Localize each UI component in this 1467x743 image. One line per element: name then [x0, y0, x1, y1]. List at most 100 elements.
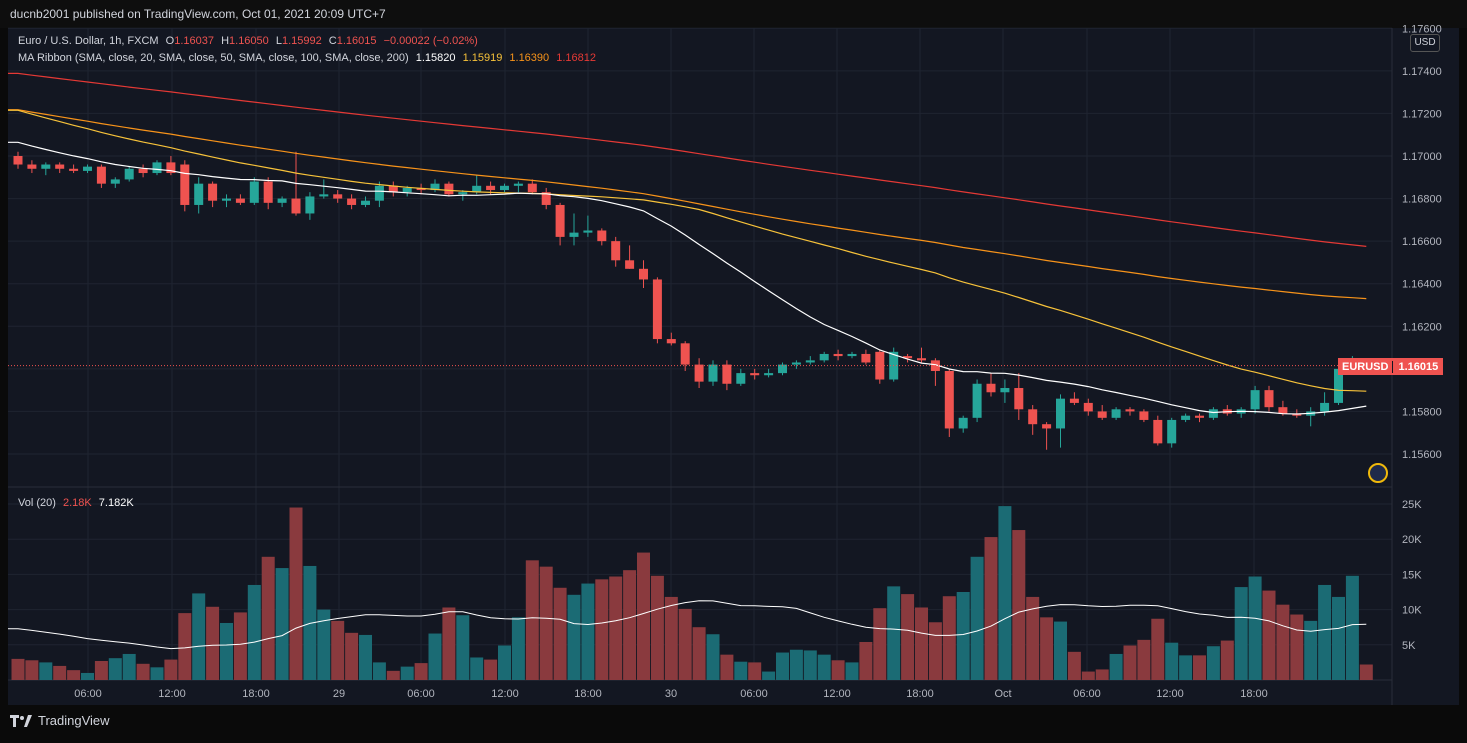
volume-bar [108, 658, 122, 680]
volume-bar [623, 570, 637, 680]
volume-bar [567, 594, 581, 680]
candle-body [861, 353, 871, 363]
candle-body [750, 373, 760, 376]
candle-body [13, 156, 23, 165]
candle-body [291, 198, 301, 214]
volume-value: 2.18K [62, 497, 92, 509]
time-axis-label: 18:00 [906, 688, 934, 700]
time-axis-label: Oct [994, 688, 1011, 700]
volume-bar [970, 556, 984, 680]
candle-body [333, 194, 343, 199]
sma100-line [8, 109, 1367, 300]
candle-body [235, 198, 245, 203]
volume-bar [595, 579, 609, 680]
candle-body [194, 183, 204, 205]
candle-body [472, 185, 482, 193]
volume-bar [692, 627, 706, 680]
candle-body [708, 364, 718, 382]
top-bar: ducnb2001 published on TradingView.com, … [0, 0, 1467, 28]
candle-body [55, 164, 65, 169]
volume-bar [414, 663, 428, 680]
volume-bar [637, 552, 650, 680]
candle-body [249, 181, 259, 203]
candle-body [96, 166, 106, 184]
volume-bar [956, 592, 970, 680]
volume-bar [1345, 575, 1359, 680]
volume-axis-label: 20K [1402, 534, 1422, 546]
currency-label[interactable]: USD [1410, 34, 1440, 52]
candle-body [1320, 402, 1330, 412]
volume-bar [1304, 620, 1318, 680]
candle-body [1195, 415, 1204, 418]
volume-bar [233, 612, 247, 680]
volume-bar [39, 662, 53, 680]
volume-bar [247, 584, 261, 680]
candle-body [402, 187, 412, 193]
ohlc-open: O1.16037 [165, 35, 214, 47]
volume-bar [609, 576, 623, 680]
volume-bar [1081, 671, 1095, 680]
time-axis-label: 06:00 [74, 688, 102, 700]
candle-body [500, 185, 509, 191]
ma50-value: 1.15919 [462, 52, 503, 64]
candle-body [527, 183, 537, 193]
candle-body [611, 241, 621, 261]
candle-body [1097, 411, 1107, 418]
candle-body [486, 185, 496, 191]
candle-body [263, 181, 273, 203]
price-axis-label: 1.16800 [1402, 194, 1442, 206]
volume-bar [470, 657, 484, 680]
candle-body [736, 373, 746, 384]
volume-bar [734, 661, 748, 680]
candle-body [639, 268, 648, 280]
volume-bar [1109, 653, 1123, 680]
volume-bar [317, 609, 331, 680]
globe-icon[interactable] [1368, 463, 1388, 483]
volume-bar [1067, 651, 1081, 680]
volume-bar [901, 594, 915, 680]
time-axis-label: 06:00 [1073, 688, 1101, 700]
candle-body [180, 164, 190, 205]
volume-bar [859, 641, 873, 680]
volume-bar [915, 607, 928, 680]
candle-body [361, 200, 370, 205]
volume-bar [206, 606, 220, 680]
candle-body [541, 192, 551, 205]
candle-body [319, 194, 329, 197]
volume-bar [539, 566, 553, 680]
price-axis-label: 1.15600 [1402, 449, 1442, 461]
current-price: 1.16015 [1398, 360, 1439, 373]
ma-ribbon-legend: MA Ribbon (SMA, close, 20, SMA, close, 5… [18, 52, 600, 64]
candle-body [680, 343, 690, 365]
volume-bar [845, 662, 859, 680]
time-axis-label: 12:00 [1156, 688, 1184, 700]
volume-bar [1248, 576, 1262, 680]
volume-bar [1193, 655, 1206, 680]
ma100-value: 1.16390 [509, 52, 550, 64]
tradingview-logo[interactable]: TradingView [10, 713, 110, 728]
volume-bar [928, 622, 942, 680]
volume-ma-value: 7.182K [98, 497, 134, 509]
time-axis-label: 18:00 [242, 688, 270, 700]
volume-bar [664, 596, 678, 680]
candle-body [388, 185, 398, 193]
volume-bar [650, 575, 664, 680]
candle-body [1042, 424, 1052, 429]
time-axis-label: 30 [665, 688, 677, 700]
volume-bar [1095, 669, 1109, 680]
candle-body [444, 183, 454, 195]
sma20-line [8, 141, 1367, 415]
candle-body [1028, 409, 1038, 425]
candle-body [305, 196, 315, 214]
time-axis-label: 18:00 [1240, 688, 1268, 700]
volume-bar [428, 633, 442, 680]
volume-bar [553, 587, 567, 680]
sma200-line [8, 72, 1367, 247]
candle-body [1153, 419, 1163, 444]
volume-axis-label: 5K [1402, 640, 1416, 652]
volume-bar [484, 659, 498, 680]
candle-body [1111, 409, 1121, 418]
time-axis-label: 12:00 [158, 688, 186, 700]
time-axis-label: 12:00 [491, 688, 519, 700]
